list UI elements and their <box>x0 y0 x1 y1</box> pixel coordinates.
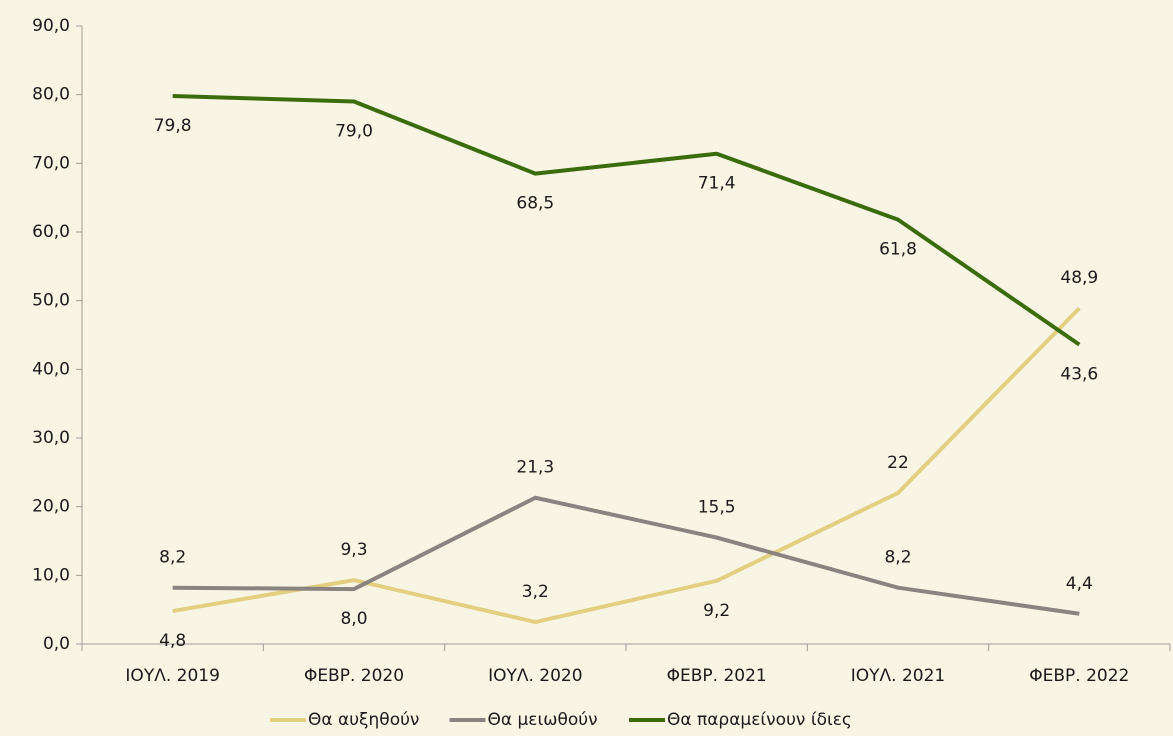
data-label: 8,2 <box>159 548 186 568</box>
y-tick-label: 90,0 <box>32 16 70 36</box>
data-label: 43,6 <box>1060 365 1098 385</box>
x-tick-label: ΦΕΒΡ. 2021 <box>667 666 767 686</box>
data-label: 79,0 <box>335 122 373 142</box>
legend-label: Θα μειωθούν <box>488 710 598 730</box>
series-line <box>172 94 1081 347</box>
data-label: 71,4 <box>698 174 736 194</box>
data-label: 15,5 <box>698 498 736 518</box>
data-label: 9,3 <box>340 540 367 560</box>
x-tick-label: ΙΟΥΛ. 2020 <box>488 666 582 686</box>
data-label: 4,8 <box>159 631 186 651</box>
legend-label: Θα παραμείνουν ίδιες <box>667 710 852 730</box>
y-tick-label: 60,0 <box>32 222 70 242</box>
data-label: 4,4 <box>1066 574 1093 594</box>
data-label: 8,2 <box>884 548 911 568</box>
y-tick-label: 10,0 <box>32 565 70 585</box>
data-label: 48,9 <box>1060 268 1098 288</box>
data-label: 8,0 <box>340 609 367 629</box>
data-label: 61,8 <box>879 240 917 260</box>
data-label: 9,2 <box>703 601 730 621</box>
y-tick-label: 80,0 <box>32 85 70 105</box>
series-line <box>172 306 1081 625</box>
y-tick-label: 40,0 <box>32 359 70 379</box>
data-label: 3,2 <box>522 582 549 602</box>
legend-label: Θα αυξηθούν <box>308 710 419 730</box>
x-tick-label: ΦΕΒΡ. 2022 <box>1029 666 1129 686</box>
data-label: 68,5 <box>516 194 554 214</box>
x-tick-label: ΦΕΒΡ. 2020 <box>304 666 404 686</box>
y-tick-label: 50,0 <box>32 291 70 311</box>
data-label: 22 <box>887 453 909 473</box>
x-tick-label: ΙΟΥΛ. 2019 <box>125 666 219 686</box>
x-tick-label: ΙΟΥΛ. 2021 <box>851 666 945 686</box>
y-tick-label: 70,0 <box>32 153 70 173</box>
y-tick-label: 30,0 <box>32 428 70 448</box>
data-label: 21,3 <box>516 458 554 478</box>
series-line <box>172 495 1080 616</box>
y-tick-label: 20,0 <box>32 497 70 517</box>
y-tick-label: 0,0 <box>43 634 70 654</box>
data-label: 79,8 <box>154 116 192 136</box>
